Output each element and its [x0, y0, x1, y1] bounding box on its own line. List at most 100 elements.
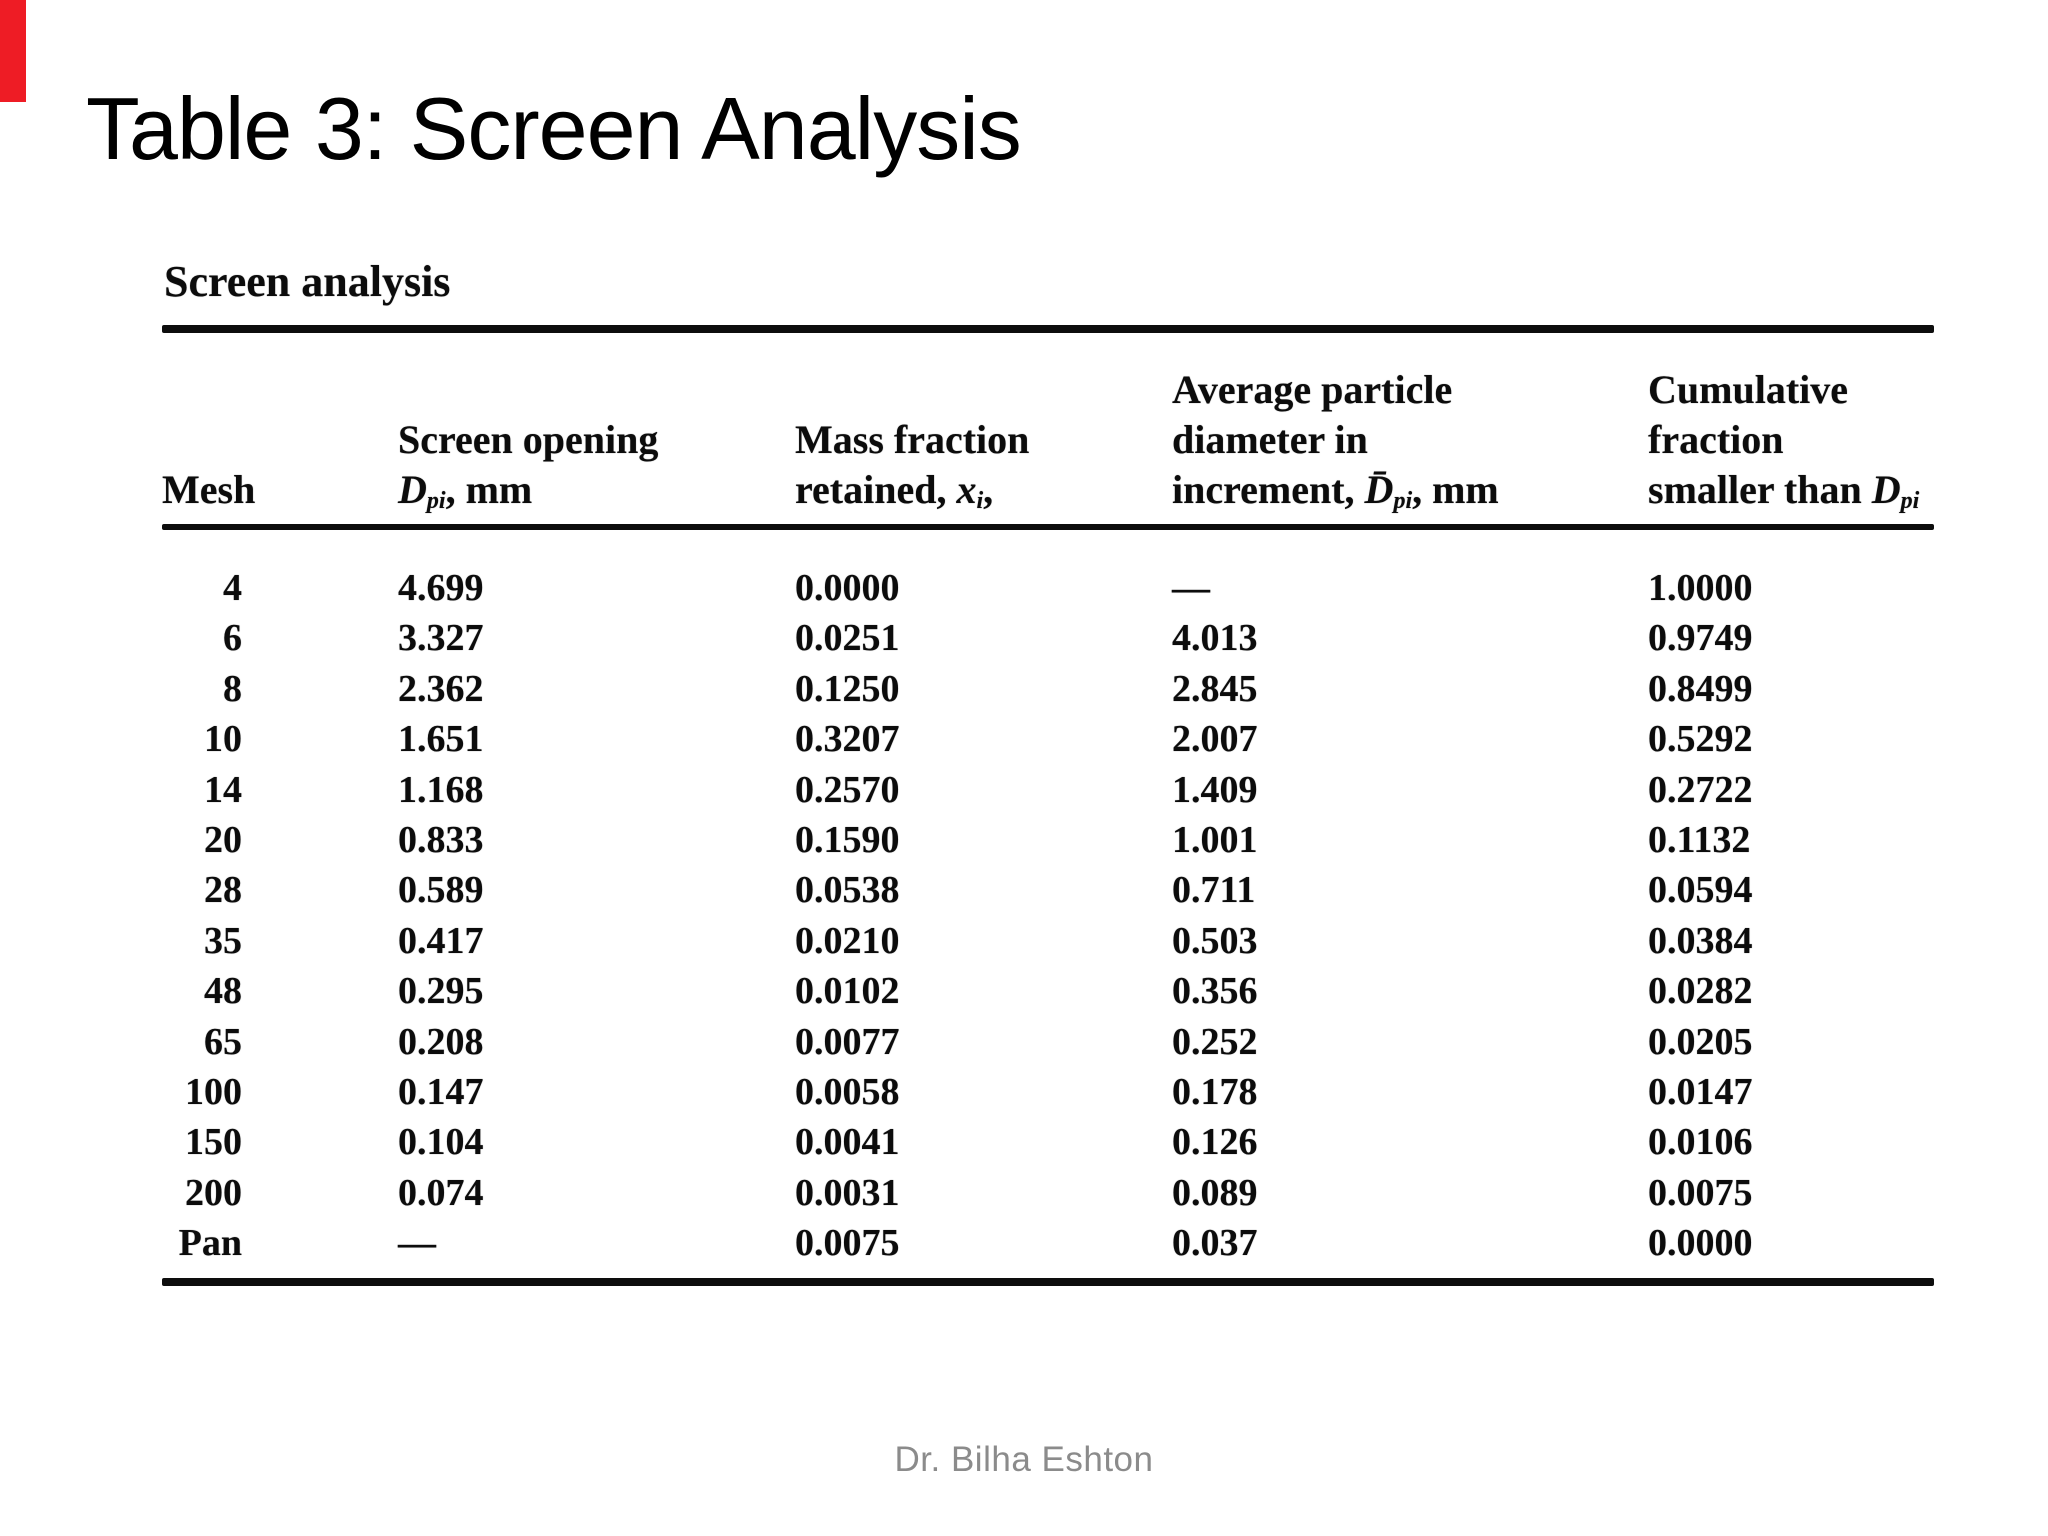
cell-cum: 0.0147 [1648, 1070, 1753, 1113]
cell-mesh: 48 [204, 970, 242, 1013]
column-header-mass-fraction: Mass fraction retained, xi, [795, 415, 1029, 515]
cell-mass: 0.0041 [795, 1121, 900, 1164]
cell-opening: 0.074 [398, 1171, 484, 1214]
footer-credit: Dr. Bilha Eshton [894, 1440, 1154, 1479]
cell-mesh: 8 [223, 667, 242, 710]
cell-opening: 1.168 [398, 768, 484, 811]
cell-mesh: 20 [204, 818, 242, 861]
cell-mass: 0.0251 [795, 617, 900, 660]
cell-avg: 0.503 [1172, 919, 1258, 962]
cell-mesh: 14 [204, 768, 242, 811]
header-mass-subscript: i [976, 488, 984, 515]
column-header-mesh: Mesh [162, 465, 255, 515]
table-row: 4 4.699 0.0000 — 1.0000 [162, 563, 1934, 613]
header-mass-line2-post: , [983, 467, 994, 512]
cell-mesh: 100 [185, 1070, 242, 1113]
cell-mesh: 35 [204, 919, 242, 962]
accent-bar [0, 0, 26, 102]
table-row: 8 2.362 0.1250 2.845 0.8499 [162, 664, 1934, 714]
cell-avg: 0.126 [1172, 1121, 1258, 1164]
cell-opening: 0.833 [398, 818, 484, 861]
column-header-cumulative-fraction: Cumulative fraction smaller than Dpi [1648, 365, 1919, 515]
cell-mass: 0.0000 [795, 567, 900, 609]
cell-opening: 0.147 [398, 1070, 484, 1113]
cell-mass: 0.0210 [795, 919, 900, 962]
table-row: 14 1.168 0.2570 1.409 0.2722 [162, 765, 1934, 815]
header-avg-line3: increment, [1172, 467, 1365, 512]
cell-mesh: 6 [223, 617, 242, 660]
cell-avg: — [1172, 567, 1210, 609]
cell-opening: — [398, 1222, 436, 1265]
header-avg-subscript: pi [1393, 488, 1413, 515]
column-header-screen-opening: Screen opening Dpi, mm [398, 415, 658, 515]
cell-mass: 0.0538 [795, 869, 900, 912]
header-mass-symbol: x [956, 467, 977, 512]
cell-avg: 2.007 [1172, 718, 1258, 761]
cell-cum: 0.2722 [1648, 768, 1753, 811]
header-cum-line1: Cumulative [1648, 367, 1848, 412]
table-row: 150 0.104 0.0041 0.126 0.0106 [162, 1117, 1934, 1167]
header-mass-line1: Mass fraction [795, 417, 1030, 462]
cell-cum: 0.9749 [1648, 617, 1753, 660]
cell-mesh: 10 [204, 718, 242, 761]
cell-avg: 1.409 [1172, 768, 1258, 811]
header-opening-line1: Screen opening [398, 417, 659, 462]
cell-avg: 4.013 [1172, 617, 1258, 660]
cell-avg: 0.711 [1172, 869, 1256, 912]
table-rule-bottom [162, 1278, 1934, 1286]
cell-cum: 0.0075 [1648, 1171, 1753, 1214]
header-opening-subscript: pi [426, 488, 446, 515]
cell-mass: 0.1250 [795, 667, 900, 710]
cell-mesh: Pan [178, 1222, 242, 1265]
table-row: 28 0.589 0.0538 0.711 0.0594 [162, 865, 1934, 915]
cell-avg: 1.001 [1172, 818, 1258, 861]
header-cum-symbol: D [1871, 467, 1901, 512]
cell-cum: 0.0205 [1648, 1020, 1753, 1063]
table-row: 6 3.327 0.0251 4.013 0.9749 [162, 613, 1934, 663]
cell-opening: 1.651 [398, 718, 484, 761]
cell-mass: 0.0077 [795, 1020, 900, 1063]
cell-opening: 3.327 [398, 617, 484, 660]
table-row: 35 0.417 0.0210 0.503 0.0384 [162, 916, 1934, 966]
header-opening-unit: , mm [445, 467, 533, 512]
cell-opening: 0.417 [398, 919, 484, 962]
header-avg-line2: diameter in [1172, 417, 1368, 462]
cell-avg: 0.356 [1172, 970, 1258, 1013]
cell-mesh: 150 [185, 1121, 242, 1164]
table-row: 200 0.074 0.0031 0.089 0.0075 [162, 1168, 1934, 1218]
cell-cum: 0.0594 [1648, 869, 1753, 912]
cell-mesh: 65 [204, 1020, 242, 1063]
cell-cum: 0.8499 [1648, 667, 1753, 710]
slide-title: Table 3: Screen Analysis [86, 79, 1022, 178]
cell-mass: 0.2570 [795, 768, 900, 811]
header-avg-line1: Average particle [1172, 367, 1453, 412]
cell-opening: 0.208 [398, 1020, 484, 1063]
cell-cum: 0.0282 [1648, 970, 1753, 1013]
cell-opening: 0.104 [398, 1121, 484, 1164]
cell-cum: 0.0000 [1648, 1222, 1753, 1265]
cell-cum: 0.0106 [1648, 1121, 1753, 1164]
header-opening-symbol: D [398, 467, 427, 512]
cell-avg: 2.845 [1172, 667, 1258, 710]
cell-avg: 0.178 [1172, 1070, 1258, 1113]
table-row: 20 0.833 0.1590 1.001 0.1132 [162, 815, 1934, 865]
table-row: 100 0.147 0.0058 0.178 0.0147 [162, 1067, 1934, 1117]
cell-opening: 0.589 [398, 869, 484, 912]
cell-mass: 0.1590 [795, 818, 900, 861]
header-avg-symbol: D̄ [1364, 467, 1394, 512]
header-cum-line3: smaller than [1648, 467, 1872, 512]
table-rule-header [162, 524, 1934, 530]
header-cum-line2: fraction [1648, 417, 1784, 462]
table-body: 4 4.699 0.0000 — 1.0000 6 3.327 0.0251 4.013 0.97… [162, 563, 1934, 1268]
cell-opening: 2.362 [398, 667, 484, 710]
cell-avg: 0.089 [1172, 1171, 1258, 1214]
cell-opening: 4.699 [398, 567, 484, 609]
cell-cum: 0.0384 [1648, 919, 1753, 962]
cell-cum: 1.0000 [1648, 567, 1753, 609]
cell-mesh: 28 [204, 869, 242, 912]
cell-cum: 0.1132 [1648, 818, 1751, 861]
column-header-average-diameter: Average particle diameter in increment, … [1172, 365, 1499, 515]
screen-analysis-table: Screen analysis Mesh Screen opening Dpi,… [162, 252, 1934, 1362]
header-cum-subscript: pi [1900, 488, 1920, 515]
table-row: 10 1.651 0.3207 2.007 0.5292 [162, 714, 1934, 764]
